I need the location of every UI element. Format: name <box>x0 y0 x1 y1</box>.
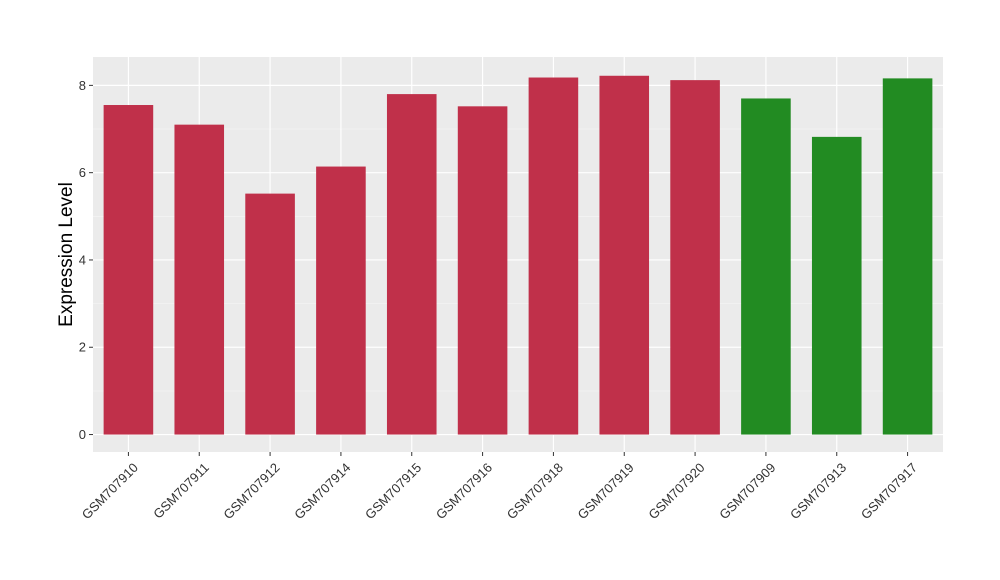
y-tick-label: 6 <box>79 165 86 180</box>
bar-gsm707910 <box>103 105 154 435</box>
bar-gsm707919 <box>599 75 650 435</box>
x-tick-label: GSM707909 <box>716 460 778 522</box>
x-tick-label: GSM707916 <box>433 460 495 522</box>
y-tick-label: 0 <box>79 427 86 442</box>
bar-gsm707914 <box>316 166 366 435</box>
x-tick-label: GSM707914 <box>291 460 353 522</box>
y-axis: 0 2 4 6 8 <box>79 78 93 442</box>
bars <box>103 75 933 435</box>
bar-gsm707918 <box>528 77 579 435</box>
x-tick-label: GSM707911 <box>150 460 212 522</box>
bar-gsm707911 <box>174 124 225 435</box>
y-tick-label: 4 <box>79 252 86 267</box>
y-tick-label: 8 <box>79 78 86 93</box>
x-tick-label: GSM707912 <box>220 460 282 522</box>
y-axis-title: Expression Level <box>56 182 77 327</box>
x-tick-label: GSM707910 <box>79 460 141 522</box>
x-tick-label: GSM707920 <box>645 460 707 522</box>
x-tick-label: GSM707915 <box>362 460 424 522</box>
bar-gsm707912 <box>245 193 295 435</box>
x-tick-label: GSM707917 <box>858 460 920 522</box>
y-tick-label: 2 <box>79 340 86 355</box>
x-tick-label: GSM707919 <box>575 460 637 522</box>
x-axis: GSM707910 GSM707911 GSM707912 GSM707914 GSM7… <box>79 452 920 522</box>
x-tick-label: GSM707913 <box>787 460 849 522</box>
bar-gsm707917 <box>882 78 933 435</box>
bar-gsm707920 <box>670 80 720 435</box>
bar-gsm707909 <box>741 98 791 435</box>
bar-gsm707916 <box>457 106 508 435</box>
minor-gridlines <box>93 128 943 392</box>
x-tick-label: GSM707918 <box>504 460 566 522</box>
bar-gsm707913 <box>811 136 862 435</box>
plot-panel <box>93 57 943 452</box>
bar-gsm707915 <box>386 94 437 435</box>
